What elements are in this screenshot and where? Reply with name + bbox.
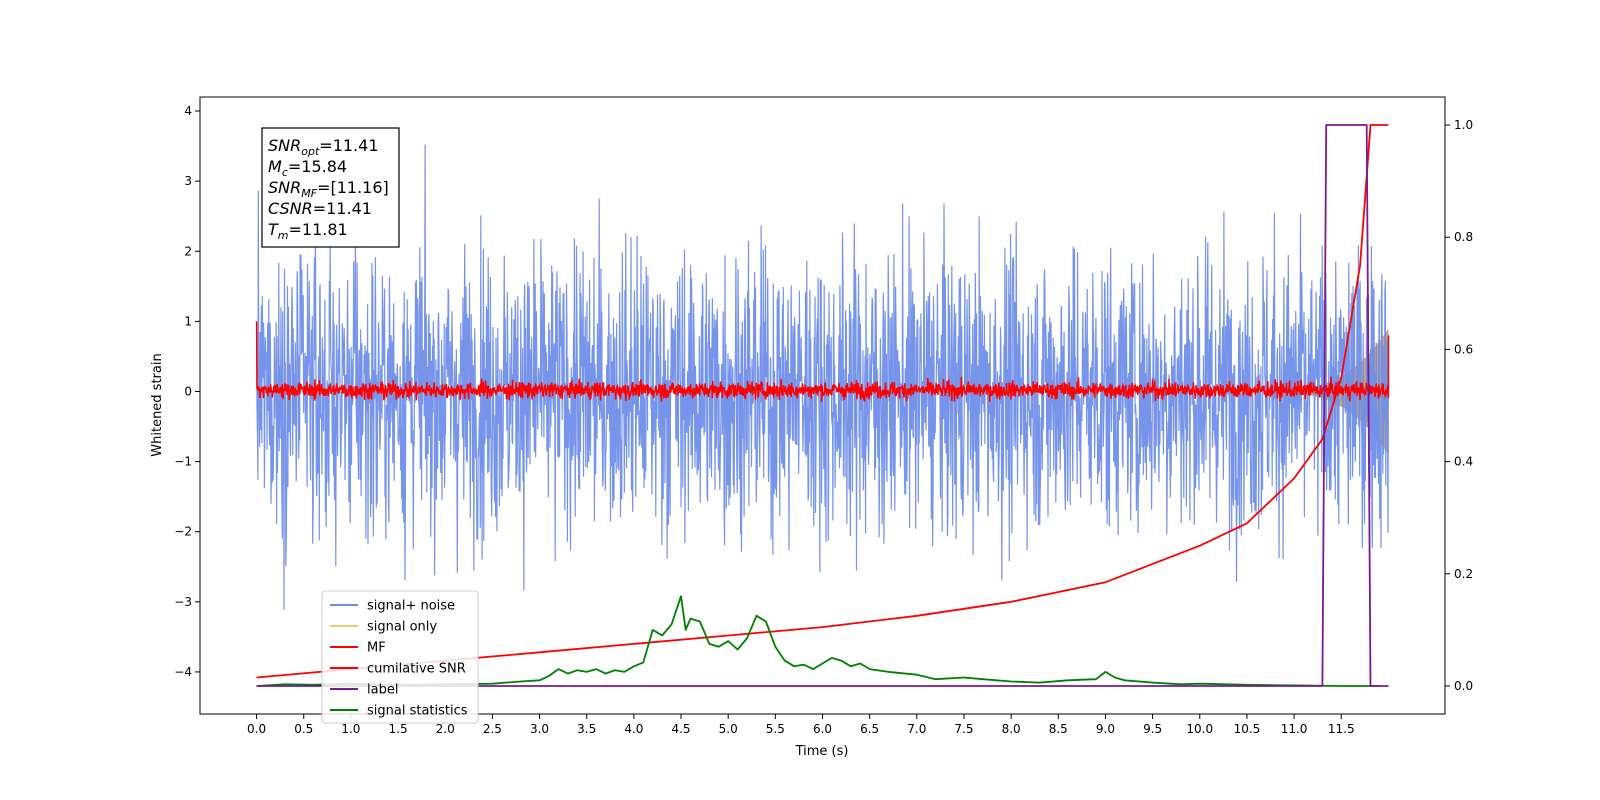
- series-mf: [255, 321, 1390, 403]
- annotation-box: SNRopt=11.41Mc=15.84SNRMF=[11.16]CSNR=11…: [261, 127, 400, 248]
- signal-noise-layer: [256, 144, 1389, 610]
- x-axis-label: Time (s): [795, 744, 849, 759]
- y2-tick-label: 0.4: [1454, 455, 1473, 469]
- x-axis: 0.0 0.5 1.0 1.5 2.0 2.5 3.0 3.5 4.0 4.5 5.0 5.5 6.0 6…: [247, 714, 1355, 736]
- y-tick-label: −1: [174, 455, 192, 469]
- x-tick-label: 10.0: [1186, 722, 1213, 736]
- x-tick-label: 0.0: [247, 722, 266, 736]
- x-tick-label: 1.0: [341, 722, 360, 736]
- y-axis-label: Whitened strain: [150, 353, 165, 456]
- annotation-line: Tm=11.81: [268, 220, 348, 242]
- legend-label: signal only: [367, 620, 437, 635]
- x-tick-label: 2.5: [483, 722, 502, 736]
- x-tick-label: 7.5: [954, 722, 973, 736]
- x-tick-label: 1.5: [389, 722, 408, 736]
- x-tick-label: 2.0: [436, 722, 455, 736]
- y-tick-label: 4: [184, 104, 192, 118]
- x-tick-label: 11.5: [1328, 722, 1355, 736]
- legend-label: signal+ noise: [367, 599, 455, 614]
- x-tick-label: 10.5: [1234, 722, 1261, 736]
- y-tick-label: −2: [174, 525, 192, 539]
- y-axis-right: 1.0 0.8 0.6 0.4 0.2 0.0: [1445, 118, 1473, 693]
- y2-tick-label: 0.2: [1454, 567, 1473, 581]
- y2-tick-label: 0.8: [1454, 230, 1473, 244]
- series-signal-noise: [256, 144, 1389, 610]
- legend-label: signal statistics: [367, 704, 468, 719]
- mf-layer: [255, 321, 1390, 403]
- annotation-line: SNRMF=[11.16]: [268, 178, 389, 200]
- x-tick-label: 5.5: [766, 722, 785, 736]
- x-tick-label: 9.5: [1143, 722, 1162, 736]
- x-tick-label: 7.0: [907, 722, 926, 736]
- x-tick-label: 9.0: [1096, 722, 1115, 736]
- y-tick-label: 1: [184, 314, 192, 328]
- x-tick-label: 4.5: [671, 722, 690, 736]
- annotation-line: Mc=15.84: [268, 157, 347, 179]
- x-tick-label: 5.0: [719, 722, 738, 736]
- annotation-line: SNRopt=11.41: [268, 136, 379, 158]
- legend-label: MF: [367, 641, 386, 656]
- series-signal-statistics: [256, 595, 1379, 687]
- x-tick-label: 4.0: [624, 722, 643, 736]
- y-tick-label: 0: [184, 384, 192, 398]
- y-tick-label: 3: [184, 174, 192, 188]
- x-tick-label: 0.5: [294, 722, 313, 736]
- y2-tick-label: 0.6: [1454, 342, 1473, 356]
- y-tick-label: −4: [174, 665, 192, 679]
- y-tick-label: −3: [174, 595, 192, 609]
- x-tick-label: 3.5: [577, 722, 596, 736]
- y2-tick-label: 0.0: [1454, 679, 1473, 693]
- series-label: [256, 124, 1389, 687]
- line-series-layer: [256, 124, 1389, 687]
- x-tick-label: 6.5: [860, 722, 879, 736]
- x-tick-label: 8.5: [1049, 722, 1068, 736]
- x-tick-label: 3.0: [530, 722, 549, 736]
- x-tick-label: 8.0: [1002, 722, 1021, 736]
- x-tick-label: 6.0: [813, 722, 832, 736]
- legend: signal+ noise signal only MF cumilative SNR…: [321, 590, 479, 724]
- legend-label: label: [367, 683, 398, 698]
- series-cumilative-snr: [256, 124, 1389, 679]
- x-tick-label: 11.0: [1281, 722, 1308, 736]
- y-tick-label: 2: [184, 244, 192, 258]
- y-axis-left: 4 3 2 1 0 −1 −2 −3 −4: [174, 104, 200, 679]
- legend-label: cumilative SNR: [367, 662, 466, 677]
- y2-tick-label: 1.0: [1454, 118, 1473, 132]
- annotation-line: CSNR=11.41: [268, 199, 372, 218]
